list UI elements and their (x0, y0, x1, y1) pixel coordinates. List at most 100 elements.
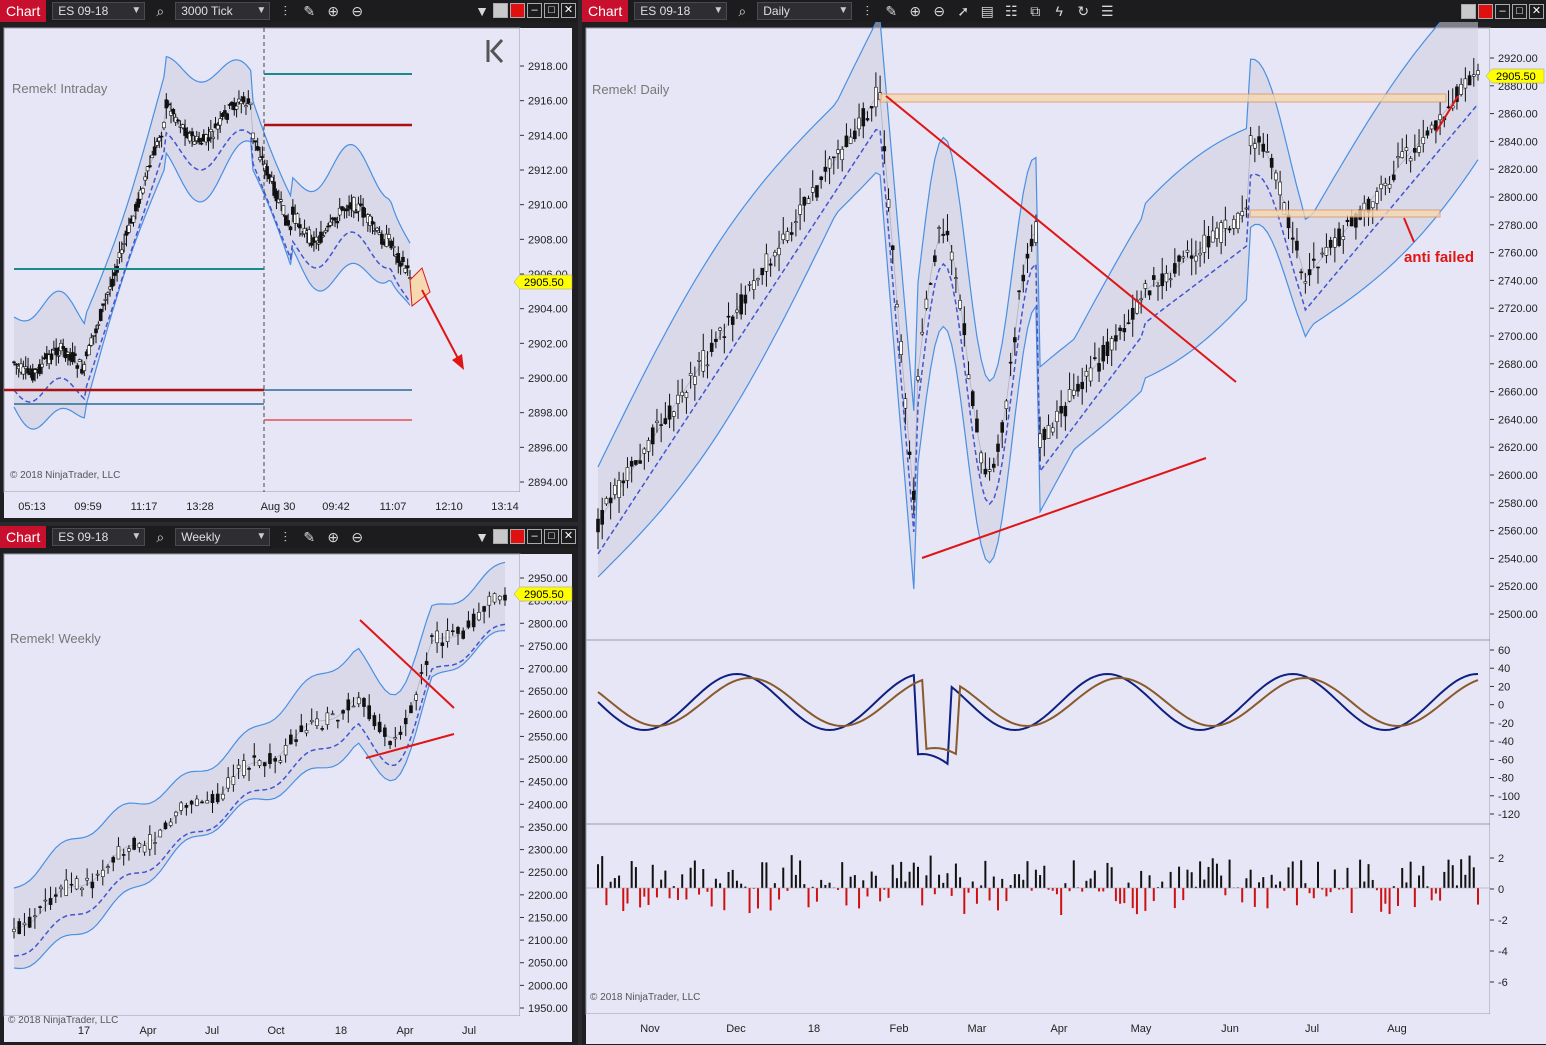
zoom-out-icon[interactable]: ⊖ (933, 2, 946, 19)
link-color-icon[interactable] (1461, 3, 1476, 19)
maximize-icon[interactable]: □ (544, 3, 559, 18)
reload-icon[interactable]: ↻ (1077, 2, 1090, 19)
intraday-bar-body (23, 366, 28, 369)
zoom-in-icon[interactable]: ⊕ (327, 528, 340, 545)
x-tick-label: 13:28 (186, 501, 214, 513)
period-selector[interactable]: Weekly ▼ (175, 528, 271, 546)
intraday-bar-body (398, 262, 403, 267)
histogram-y-tick-label: -6 (1498, 977, 1508, 989)
maximize-icon[interactable]: □ (544, 529, 559, 544)
daily-bar-body (1244, 207, 1249, 210)
maximize-icon[interactable]: □ (1512, 3, 1527, 19)
minimize-icon[interactable]: – (527, 529, 542, 544)
intraday-bar-body (216, 125, 220, 130)
intraday-bar-body (253, 140, 258, 143)
daily-bar-body (1278, 181, 1282, 196)
strategies-icon[interactable]: ⧉ (1030, 2, 1041, 19)
intraday-bar-body (335, 221, 340, 224)
period-selector[interactable]: Daily ▼ (757, 2, 853, 20)
data-box-icon[interactable]: ▤ (980, 2, 994, 19)
weekly-y-tick-label: 2250.00 (528, 867, 568, 879)
daily-bar-body (1328, 239, 1333, 248)
zoom-in-icon[interactable]: ⊕ (909, 2, 922, 19)
close-icon[interactable]: ✕ (1529, 3, 1544, 19)
daily-price-chart[interactable]: anti failed Remek! Daily © 2018 NinjaTrade… (582, 22, 1546, 1045)
weekly-price-chart[interactable]: Remek! Weekly © 2018 NinjaTrader, LLC 2950… (0, 548, 578, 1045)
zoom-out-icon[interactable]: ⊖ (351, 528, 364, 545)
search-icon[interactable]: ⌕ (156, 2, 165, 19)
weekly-y-tick-label: 2200.00 (528, 890, 568, 902)
daily-bar-body (806, 198, 811, 204)
period-selector[interactable]: 3000 Tick ▼ (175, 2, 271, 20)
daily-bar-body (650, 427, 655, 445)
weekly-bar-body (278, 760, 283, 763)
intraday-bar-body (14, 363, 19, 366)
bars-type-icon[interactable]: ⫶ (865, 2, 869, 19)
minimize-icon[interactable]: – (1495, 3, 1510, 19)
weekly-bar-body (440, 642, 445, 646)
link-color-icon[interactable] (493, 529, 508, 544)
daily-bar-body (1236, 213, 1240, 229)
bars-type-icon[interactable]: ⫶ (283, 528, 287, 545)
properties-icon[interactable]: ☷ (1004, 2, 1018, 19)
intraday-bar-body (403, 267, 408, 273)
intraday-bar-body (26, 368, 30, 374)
weekly-bar-body (471, 613, 476, 628)
daily-bar-body (865, 118, 870, 121)
instrument-selector[interactable]: ES 09-18 ▼ (52, 528, 146, 546)
x-tick-label: Jul (205, 1025, 219, 1037)
weekly-bar-body (268, 753, 272, 765)
link-red-icon[interactable] (510, 3, 525, 18)
bars-type-icon[interactable]: ⫶ (283, 2, 287, 19)
close-icon[interactable]: ✕ (561, 3, 576, 18)
x-tick-label: Aug 30 (261, 501, 296, 513)
minimize-icon[interactable]: – (527, 3, 542, 18)
search-icon[interactable]: ⌕ (738, 2, 747, 19)
x-tick-label: Jul (1305, 1023, 1319, 1035)
daily-bar-body (697, 359, 701, 362)
close-icon[interactable]: ✕ (561, 529, 576, 544)
daily-bar-body (941, 234, 946, 236)
pointer-icon[interactable]: ➚ (957, 2, 970, 19)
weekly-bar-body (503, 594, 507, 601)
link-red-icon[interactable] (1478, 3, 1493, 19)
intraday-bar-body (265, 166, 269, 176)
trendline-resistance (359, 619, 455, 709)
daily-bar-body (1105, 341, 1110, 357)
list-icon[interactable]: ☰ (1100, 2, 1114, 19)
indicators-icon[interactable]: ϟ (1055, 3, 1063, 19)
dropdown-icon[interactable]: ▼ (475, 3, 489, 19)
daily-bar-body (794, 221, 798, 223)
daily-bar-body (1476, 70, 1480, 75)
intraday-bar-body (49, 353, 54, 360)
zoom-out-icon[interactable]: ⊖ (351, 2, 364, 19)
daily-y-tick-label: 2860.00 (1498, 109, 1538, 121)
link-red-icon[interactable] (510, 529, 525, 544)
chevron-down-icon: ▼ (256, 5, 267, 16)
weekly-bar-body (168, 821, 173, 826)
daily-bar-body (726, 315, 731, 318)
daily-bar-body (844, 135, 849, 148)
pencil-icon[interactable]: ✎ (885, 2, 898, 19)
search-icon[interactable]: ⌕ (156, 528, 165, 545)
daily-bar-body (1109, 338, 1114, 351)
daily-bar-body (1324, 247, 1329, 256)
pencil-icon[interactable]: ✎ (303, 528, 316, 545)
link-color-icon[interactable] (493, 3, 508, 18)
pencil-icon[interactable]: ✎ (303, 2, 316, 19)
daily-y-tick-label: 2700.00 (1498, 331, 1538, 343)
daily-bar-body (1156, 285, 1160, 287)
intraday-bar-body (148, 165, 152, 168)
daily-bar-body (1177, 255, 1181, 262)
price-tag-marker (513, 586, 573, 602)
weekly-bar-body (158, 829, 163, 838)
daily-bar-body (857, 117, 861, 130)
instrument-selector[interactable]: ES 09-18 ▼ (52, 2, 146, 20)
instrument-selector[interactable]: ES 09-18 ▼ (634, 2, 728, 20)
intraday-bar-body (375, 227, 379, 231)
intraday-price-chart[interactable]: Remek! Intraday © 2018 NinjaTrader, LLC 29… (0, 22, 578, 522)
x-tick-label: Feb (890, 1023, 909, 1035)
intraday-bar-body (272, 181, 276, 196)
dropdown-icon[interactable]: ▼ (475, 529, 489, 545)
zoom-in-icon[interactable]: ⊕ (327, 2, 340, 19)
